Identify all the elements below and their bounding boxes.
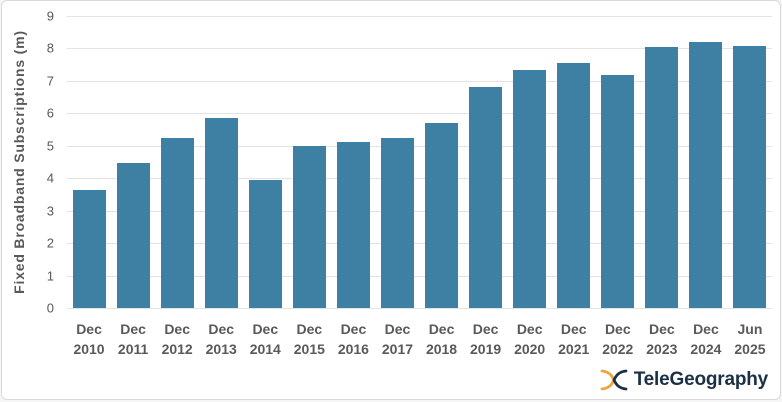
y-tick-label-5: 5 [46, 138, 54, 154]
plot-area [67, 16, 772, 309]
bar-dec-2019 [469, 87, 503, 308]
bar-dec-2017 [380, 138, 414, 308]
y-tick-label-2: 2 [46, 235, 54, 251]
bar-slot [684, 16, 728, 308]
x-tick-label-dec-2017: Dec 2017 [381, 321, 414, 357]
gridline-8 [67, 48, 772, 50]
y-tick-label-8: 8 [46, 40, 54, 56]
x-tick-label-dec-2018: Dec 2018 [425, 321, 458, 357]
bar-dec-2015 [292, 146, 326, 308]
x-tick-label-dec-2013: Dec 2013 [205, 321, 237, 357]
y-tick-label-0: 0 [46, 300, 54, 316]
gridline-6 [67, 113, 772, 115]
gridline-0 [67, 308, 772, 309]
y-tick-label-6: 6 [46, 105, 54, 121]
x-tick-label-jun-2025: Jun 2025 [734, 321, 766, 357]
bar-dec-2021 [557, 62, 591, 308]
x-tick-label-dec-2016: Dec 2016 [337, 321, 369, 357]
bar-dec-2011 [116, 162, 150, 308]
bar-dec-2023 [645, 46, 679, 308]
telegeography-x-icon [600, 369, 628, 391]
bar-jun-2025 [733, 45, 767, 308]
bar-slot [199, 16, 243, 308]
bars-container [67, 16, 772, 308]
bar-slot [111, 16, 155, 308]
bar-dec-2020 [513, 69, 547, 308]
bar-slot [640, 16, 684, 308]
gridline-9 [67, 16, 772, 17]
bar-slot [552, 16, 596, 308]
bar-slot [243, 16, 287, 308]
bar-dec-2018 [425, 123, 459, 308]
x-tick-label-dec-2012: Dec 2012 [161, 321, 193, 357]
y-tick-label-1: 1 [46, 268, 54, 284]
logo-text: TeleGeography [633, 369, 769, 390]
x-tick-label-dec-2023: Dec 2023 [646, 321, 678, 357]
x-tick-label-dec-2015: Dec 2015 [293, 321, 325, 357]
gridline-5 [67, 145, 772, 147]
x-tick-label-dec-2020: Dec 2020 [514, 321, 546, 357]
x-tick-label-dec-2019: Dec 2019 [470, 321, 502, 357]
bar-slot [464, 16, 508, 308]
bar-dec-2016 [336, 141, 370, 308]
x-axis-labels: Dec 2010 Dec 2011 Dec 2012 Dec 2013 Dec 2014 Dec 20… [67, 315, 772, 359]
telegeography-logo: TeleGeography [599, 367, 768, 393]
gridline-7 [67, 80, 772, 82]
bar-slot [596, 16, 640, 308]
y-tick-label-4: 4 [46, 170, 54, 186]
bar-dec-2014 [248, 180, 282, 308]
bar-dec-2012 [160, 138, 194, 308]
x-tick-label-dec-2011: Dec 2011 [117, 321, 149, 357]
gridline-4 [67, 178, 772, 180]
bar-slot [67, 16, 111, 308]
gridline-3 [67, 210, 772, 212]
bar-dec-2024 [689, 41, 723, 308]
bar-dec-2022 [601, 74, 635, 308]
bar-dec-2010 [72, 189, 106, 308]
bar-slot [508, 16, 552, 308]
bar-dec-2013 [204, 117, 238, 308]
bar-slot [375, 16, 419, 308]
bar-slot [331, 16, 375, 308]
y-tick-label-3: 3 [46, 203, 54, 219]
bar-slot [287, 16, 331, 308]
x-tick-label-dec-2021: Dec 2021 [558, 321, 590, 357]
x-tick-label-dec-2022: Dec 2022 [602, 321, 634, 357]
y-tick-label-9: 9 [46, 8, 54, 24]
bar-slot [420, 16, 464, 308]
bar-slot [728, 16, 772, 308]
y-axis-ticks: 0 1 2 3 4 5 6 7 8 9 [10, 9, 54, 316]
gridline-2 [67, 243, 772, 245]
bar-slot [155, 16, 199, 308]
gridline-1 [67, 275, 772, 277]
x-tick-label-dec-2024: Dec 2024 [690, 321, 722, 357]
x-tick-label-dec-2010: Dec 2010 [73, 321, 105, 357]
x-tick-label-dec-2014: Dec 2014 [249, 321, 281, 357]
y-tick-label-7: 7 [46, 73, 54, 89]
